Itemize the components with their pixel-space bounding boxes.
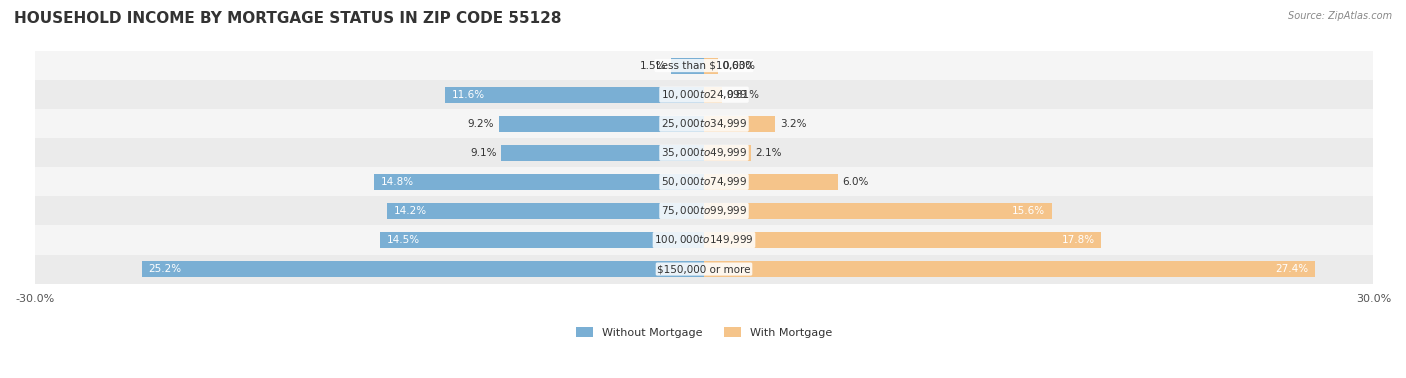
Bar [35, 254, 1374, 284]
Text: 6.0%: 6.0% [842, 177, 869, 187]
Text: 14.5%: 14.5% [387, 235, 420, 245]
Bar [704, 232, 1101, 248]
Text: $150,000 or more: $150,000 or more [657, 264, 751, 274]
Bar [704, 57, 718, 74]
Text: 3.2%: 3.2% [780, 119, 807, 129]
Bar [446, 87, 704, 103]
Text: HOUSEHOLD INCOME BY MORTGAGE STATUS IN ZIP CODE 55128: HOUSEHOLD INCOME BY MORTGAGE STATUS IN Z… [14, 11, 561, 26]
Text: 1.5%: 1.5% [640, 60, 666, 71]
Text: 9.2%: 9.2% [468, 119, 495, 129]
Text: 2.1%: 2.1% [755, 148, 782, 158]
Text: $10,000 to $24,999: $10,000 to $24,999 [661, 88, 747, 101]
Bar [499, 116, 704, 132]
Bar [35, 51, 1374, 80]
Text: $100,000 to $149,999: $100,000 to $149,999 [654, 234, 754, 246]
Text: 9.1%: 9.1% [470, 148, 496, 158]
Bar [35, 167, 1374, 197]
Bar [142, 261, 704, 277]
Bar [374, 174, 704, 190]
Bar [501, 145, 704, 161]
Text: 14.8%: 14.8% [381, 177, 413, 187]
Text: $75,000 to $99,999: $75,000 to $99,999 [661, 204, 747, 217]
Text: 11.6%: 11.6% [451, 90, 485, 100]
Text: 17.8%: 17.8% [1062, 235, 1094, 245]
Text: 0.81%: 0.81% [727, 90, 759, 100]
Bar [35, 109, 1374, 138]
Bar [704, 174, 838, 190]
Text: $50,000 to $74,999: $50,000 to $74,999 [661, 175, 747, 188]
Text: Source: ZipAtlas.com: Source: ZipAtlas.com [1288, 11, 1392, 21]
Text: 25.2%: 25.2% [149, 264, 181, 274]
Bar [704, 261, 1316, 277]
Text: $25,000 to $34,999: $25,000 to $34,999 [661, 117, 747, 130]
Bar [704, 145, 751, 161]
Text: 0.63%: 0.63% [723, 60, 755, 71]
Bar [704, 87, 723, 103]
Bar [671, 57, 704, 74]
Bar [387, 203, 704, 219]
Legend: Without Mortgage, With Mortgage: Without Mortgage, With Mortgage [576, 327, 832, 338]
Bar [35, 80, 1374, 109]
Text: $35,000 to $49,999: $35,000 to $49,999 [661, 146, 747, 159]
Text: 14.2%: 14.2% [394, 206, 427, 216]
Bar [35, 138, 1374, 167]
Bar [35, 225, 1374, 254]
Bar [35, 197, 1374, 225]
Text: 27.4%: 27.4% [1275, 264, 1309, 274]
Text: Less than $10,000: Less than $10,000 [657, 60, 752, 71]
Text: 15.6%: 15.6% [1012, 206, 1046, 216]
Bar [704, 116, 775, 132]
Bar [704, 203, 1052, 219]
Bar [381, 232, 704, 248]
